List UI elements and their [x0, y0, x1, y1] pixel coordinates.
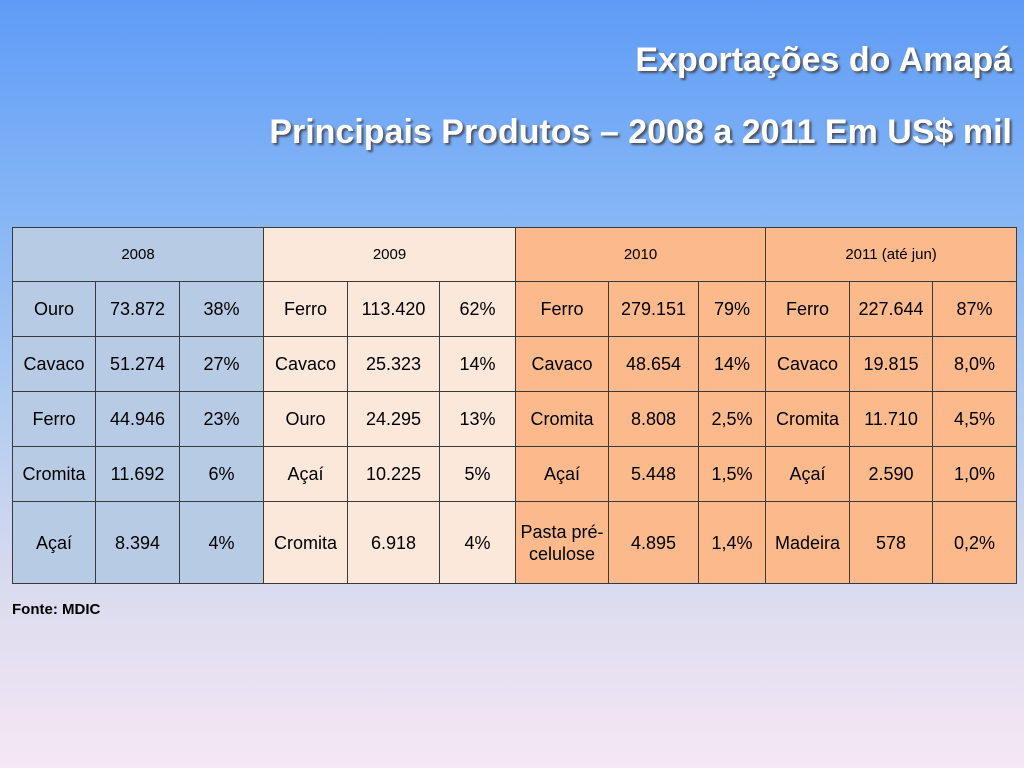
product-cell: Pasta pré-celulose [515, 501, 610, 584]
product-cell: Cavaco [515, 336, 610, 392]
value-cell: 24.295 [347, 391, 441, 447]
value-cell: 51.274 [95, 336, 180, 392]
value-cell: 6.918 [347, 501, 441, 584]
product-cell: Ferro [12, 391, 96, 447]
share-cell: 1,5% [698, 446, 767, 502]
product-cell: Ferro [515, 281, 610, 337]
value-cell: 227.644 [849, 281, 934, 337]
product-cell: Açaí [765, 446, 851, 502]
share-cell: 13% [439, 391, 517, 447]
value-cell: 113.420 [347, 281, 441, 337]
product-cell: Madeira [765, 501, 851, 584]
product-cell: Cavaco [263, 336, 349, 392]
value-cell: 48.654 [608, 336, 700, 392]
table-row: Ouro 73.872 38% Ferro 113.420 62% Ferro … [12, 281, 1018, 337]
value-cell: 578 [849, 501, 934, 584]
value-cell: 10.225 [347, 446, 441, 502]
source-note: Fonte: MDIC [12, 601, 101, 618]
table-row: Cavaco 51.274 27% Cavaco 25.323 14% Cava… [12, 336, 1018, 392]
share-cell: 79% [698, 281, 767, 337]
table-row: Cromita 11.692 6% Açaí 10.225 5% Açaí 5.… [12, 446, 1018, 502]
table-row: Açaí 8.394 4% Cromita 6.918 4% Pasta pré… [12, 501, 1018, 584]
product-cell: Ferro [765, 281, 851, 337]
table-row: Ferro 44.946 23% Ouro 24.295 13% Cromita… [12, 391, 1018, 447]
slide-title: Exportações do Amapá [635, 41, 1012, 79]
value-cell: 2.590 [849, 446, 934, 502]
share-cell: 8,0% [932, 336, 1018, 392]
value-cell: 11.692 [95, 446, 180, 502]
value-cell: 25.323 [347, 336, 441, 392]
product-cell: Açaí [515, 446, 610, 502]
value-cell: 279.151 [608, 281, 700, 337]
value-cell: 73.872 [95, 281, 180, 337]
share-cell: 2,5% [698, 391, 767, 447]
value-cell: 4.895 [608, 501, 700, 584]
value-cell: 19.815 [849, 336, 934, 392]
share-cell: 27% [178, 336, 265, 392]
year-header-2011: 2011 (até jun) [765, 227, 1018, 282]
share-cell: 0,2% [932, 501, 1018, 584]
product-cell: Cromita [515, 391, 610, 447]
share-cell: 5% [439, 446, 517, 502]
value-cell: 8.808 [608, 391, 700, 447]
product-cell: Ouro [12, 281, 96, 337]
product-cell: Cavaco [765, 336, 851, 392]
product-cell: Cromita [765, 391, 851, 447]
share-cell: 4% [439, 501, 517, 584]
product-cell: Cromita [263, 501, 349, 584]
year-header-2008: 2008 [11, 227, 265, 282]
product-cell: Ouro [263, 391, 349, 447]
share-cell: 1,4% [698, 501, 767, 584]
share-cell: 62% [439, 281, 517, 337]
share-cell: 14% [439, 336, 517, 392]
share-cell: 6% [178, 446, 265, 502]
share-cell: 23% [178, 391, 265, 447]
value-cell: 11.710 [849, 391, 934, 447]
year-header-row: 2008 2009 2010 2011 (até jun) [11, 227, 1018, 282]
slide-subtitle: Principais Produtos – 2008 a 2011 Em US$… [269, 113, 1012, 151]
year-header-2009: 2009 [263, 227, 517, 282]
value-cell: 5.448 [608, 446, 700, 502]
share-cell: 4,5% [932, 391, 1018, 447]
share-cell: 87% [932, 281, 1018, 337]
product-cell: Açaí [12, 501, 96, 584]
year-header-2010: 2010 [515, 227, 767, 282]
product-cell: Ferro [263, 281, 349, 337]
product-cell: Cromita [12, 446, 96, 502]
share-cell: 14% [698, 336, 767, 392]
share-cell: 1,0% [932, 446, 1018, 502]
value-cell: 8.394 [95, 501, 180, 584]
share-cell: 38% [178, 281, 265, 337]
product-cell: Cavaco [12, 336, 96, 392]
exports-table: 2008 2009 2010 2011 (até jun) Ouro 73.87… [11, 227, 1018, 584]
value-cell: 44.946 [95, 391, 180, 447]
product-cell: Açaí [263, 446, 349, 502]
share-cell: 4% [178, 501, 265, 584]
